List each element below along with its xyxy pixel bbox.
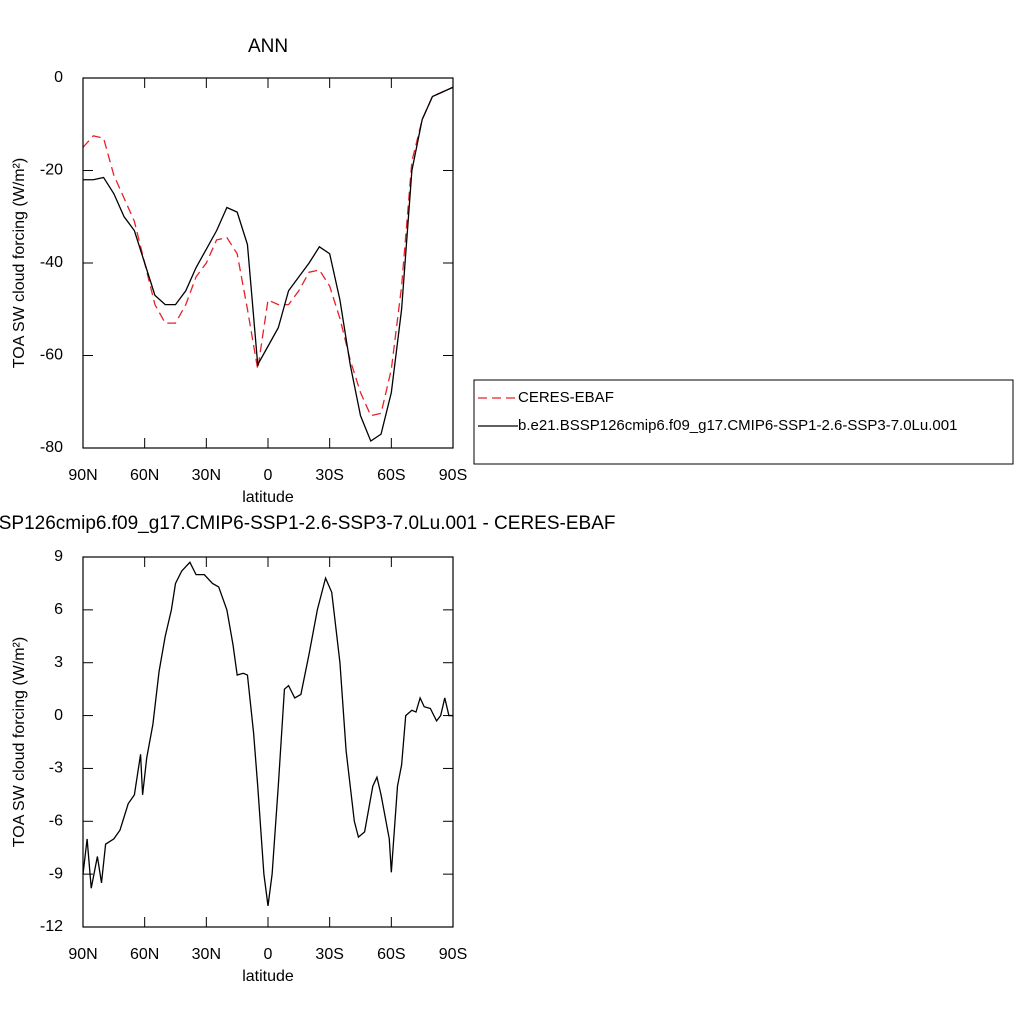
legend-box <box>473 379 1014 465</box>
y-tick-label: -3 <box>49 760 63 777</box>
x-tick-label: 30S <box>315 467 343 484</box>
y-tick-label: 6 <box>54 601 63 618</box>
y-tick-label: 0 <box>54 707 63 724</box>
plot-frame <box>82 556 454 928</box>
x-axis-label: latitude <box>242 489 294 506</box>
y-tick-label: 3 <box>54 654 63 671</box>
x-tick-label: 30N <box>192 467 221 484</box>
legend-label: CERES-EBAF <box>518 389 614 406</box>
plot-frame <box>82 77 454 449</box>
legend-label: b.e21.BSSP126cmip6.f09_g17.CMIP6-SSP1-2.… <box>518 417 957 434</box>
x-tick-label: 0 <box>264 467 273 484</box>
y-axis-label: TOA SW cloud forcing (W/m²) <box>11 637 28 847</box>
y-tick-label: -20 <box>40 162 63 179</box>
x-tick-label: 30S <box>315 946 343 963</box>
x-tick-label: 90N <box>68 467 97 484</box>
data-line <box>82 86 454 417</box>
chart-title: b.e21.BSSP126cmip6.f09_g17.CMIP6-SSP1-2.… <box>0 513 615 534</box>
x-tick-label: 0 <box>264 946 273 963</box>
x-tick-label: 90N <box>68 946 97 963</box>
x-tick-label: 60N <box>130 467 159 484</box>
data-line <box>83 86 454 443</box>
x-tick-label: 90S <box>439 467 467 484</box>
y-tick-label: -40 <box>40 254 63 271</box>
x-tick-label: 60S <box>377 467 405 484</box>
y-tick-label: -80 <box>40 439 63 456</box>
x-tick-label: 90S <box>439 946 467 963</box>
data-line <box>82 561 453 906</box>
x-tick-label: 30N <box>192 946 221 963</box>
y-tick-label: -12 <box>40 918 63 935</box>
x-tick-label: 60S <box>377 946 405 963</box>
chart-title: ANN <box>248 36 288 57</box>
y-tick-label: 9 <box>54 548 63 565</box>
y-tick-label: -60 <box>40 347 63 364</box>
y-axis-label: TOA SW cloud forcing (W/m²) <box>11 158 28 368</box>
x-tick-label: 60N <box>130 946 159 963</box>
x-axis-label: latitude <box>242 968 294 985</box>
y-tick-label: -9 <box>49 865 63 882</box>
y-tick-label: 0 <box>54 69 63 86</box>
y-tick-label: -6 <box>49 813 63 830</box>
